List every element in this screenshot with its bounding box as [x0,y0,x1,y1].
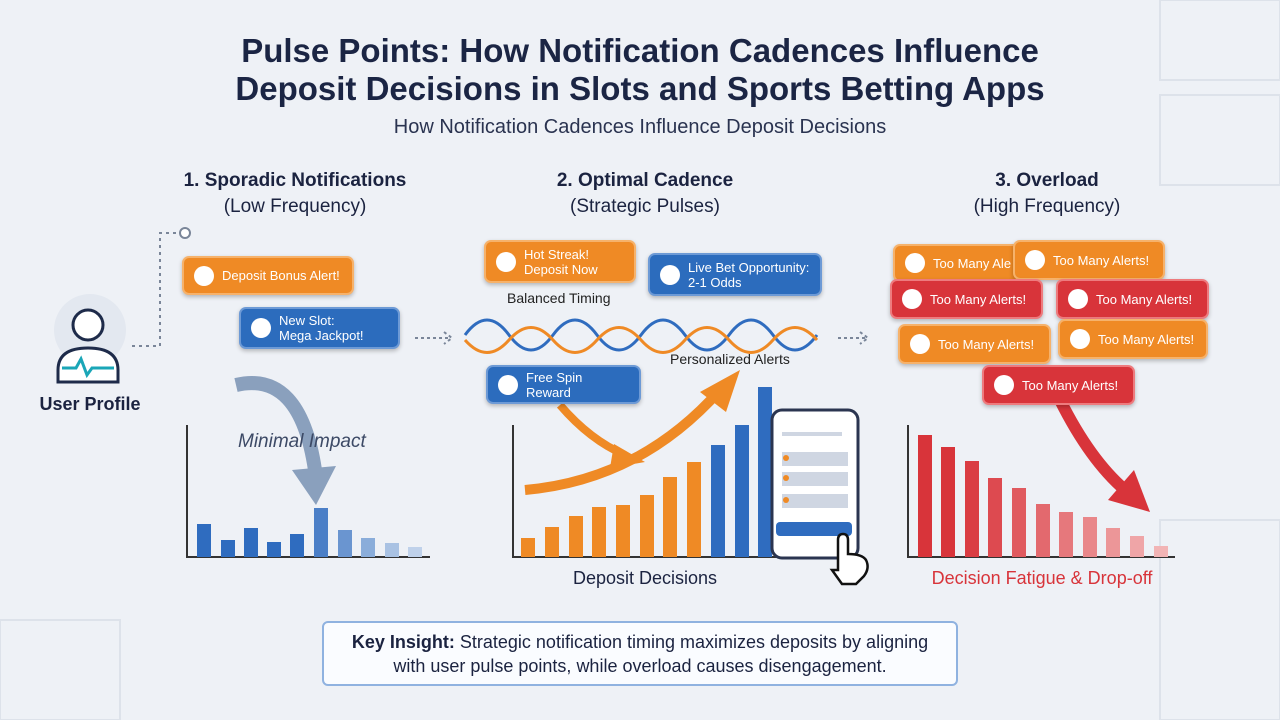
notification-text: Too Many Alerts! [938,336,1035,352]
section-heading: 2. Optimal Cadence [556,170,734,191]
notification-text: Too Many Alerts! [1096,291,1193,307]
section-heading: 3. Overload [995,170,1099,191]
notification-icon [660,264,680,285]
notification: Live Bet Opportunity: 2-1 Odds [648,253,822,296]
impact-arrow [234,376,322,472]
wave [463,318,819,352]
notification-icon [910,334,930,354]
notification-icon [994,375,1014,395]
growth-arrow-head [700,370,740,412]
wave-label: Personalized Alerts [670,351,790,367]
section-heading: 1. Sporadic Notifications [183,170,407,191]
notification: Too Many Alerts! [1013,240,1165,280]
section-subheading: (Strategic Pulses) [570,196,720,217]
notification: New Slot: Mega Jackpot! [239,307,400,349]
key-insight: Key Insight: Strategic notification timi… [322,621,958,686]
section-subheading: (Low Frequency) [223,196,367,217]
chart-label: Deposit Decisions [572,568,718,588]
notification-icon [905,253,925,273]
notification-icon [496,251,516,272]
insight-label: Key Insight: [351,632,455,652]
notification: Deposit Bonus Alert! [182,256,354,295]
notification-text: Too Many Alerts! [1098,331,1195,347]
notification-text: New Slot: Mega Jackpot! [279,313,364,343]
wave [463,326,819,354]
notification-text: Too Many Alerts! [1053,252,1150,268]
flow-arrow [838,331,870,345]
connector-dot [179,227,191,239]
notification-text: Hot Streak! Deposit Now [524,246,598,277]
notification-icon [251,318,271,338]
notification-text: Too Many Ale [933,255,1012,271]
title-line: Pulse Points: How Notification Cadences … [241,32,1039,69]
notification: Too Many Ale [893,244,1033,282]
notification-text: Too Many Alerts! [930,291,1027,307]
impact-arrow-head [292,466,336,505]
notification-text: Live Bet Opportunity: 2-1 Odds [688,259,810,290]
user-icon [54,294,126,384]
insight-text: Strategic notification timing maximizes … [393,632,929,676]
notification-icon [1068,289,1088,309]
notification-text: Free Spin Reward [526,369,583,400]
bars [918,435,1168,557]
pulse-arrow-head [610,444,645,468]
notification: Too Many Alerts! [1056,279,1209,319]
connector [132,232,180,347]
notification-text: Deposit Bonus Alert! [222,268,340,283]
notification-icon [194,265,214,286]
subtitle: How Notification Cadences Influence Depo… [393,116,887,138]
flow-arrow [415,331,454,345]
user-label: User Profile [39,394,141,414]
drop-arrow-head [1108,470,1150,512]
bars [197,508,422,557]
notification: Free Spin Reward [486,365,641,404]
drop-arrow [1054,397,1129,495]
notification-text: Too Many Alerts! [1022,377,1119,393]
notification-icon [1025,250,1045,270]
annotation: Minimal Impact [238,431,366,452]
notification: Too Many Alerts! [898,324,1051,364]
notification: Too Many Alerts! [890,279,1043,319]
notification: Too Many Alerts! [1058,319,1208,359]
section-subheading: (High Frequency) [973,196,1121,217]
notification-icon [1070,329,1090,349]
bars [521,387,772,557]
notification-icon [498,374,518,395]
chart-label: Decision Fatigue & Drop-off [931,568,1153,588]
phone [770,408,869,586]
title-line: Deposit Decisions in Slots and Sports Be… [235,70,1045,107]
notification: Too Many Alerts! [982,365,1135,405]
wave-label: Balanced Timing [507,290,611,306]
notification-icon [902,289,922,309]
notification: Hot Streak! Deposit Now [484,240,636,283]
